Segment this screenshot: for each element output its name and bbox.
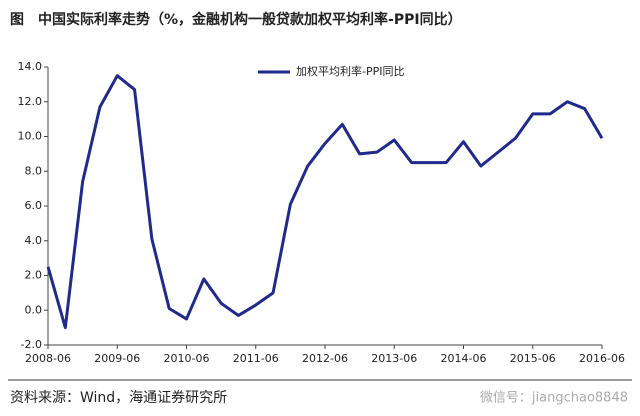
x-tick-label: 2010-06: [164, 352, 210, 365]
y-tick-label: 12.0: [18, 95, 43, 108]
y-tick-label: 14.0: [18, 60, 43, 73]
legend-label: 加权平均利率-PPI同比: [296, 64, 404, 78]
y-tick-label: -2.0: [21, 338, 42, 351]
x-tick-label: 2009-06: [94, 352, 140, 365]
x-tick-label: 2012-06: [302, 352, 348, 365]
watermark: 微信号：jiangchao8848: [480, 391, 628, 406]
data-line: [46, 74, 604, 330]
x-tick-label: 2016-06: [579, 352, 625, 365]
x-tick-label: 2011-06: [233, 352, 279, 365]
y-tick-label: 4.0: [25, 234, 43, 247]
y-tick-label: 2.0: [25, 269, 43, 282]
y-tick-label: 10.0: [18, 130, 43, 143]
chart-title: 图 中国实际利率走势（%，金融机构一般贷款加权平均利率-PPI同比）: [10, 11, 462, 28]
y-tick-label: 0.0: [25, 303, 43, 316]
y-tick-label: 8.0: [25, 164, 43, 177]
x-tick-label: 2014-06: [441, 352, 487, 365]
x-tick-label: 2008-06: [25, 352, 71, 365]
x-tick-label: 2015-06: [510, 352, 556, 365]
x-tick-label: 2013-06: [371, 352, 417, 365]
source: 资料来源：Wind，海通证券研究所: [10, 390, 227, 406]
y-tick-label: 6.0: [25, 199, 43, 212]
